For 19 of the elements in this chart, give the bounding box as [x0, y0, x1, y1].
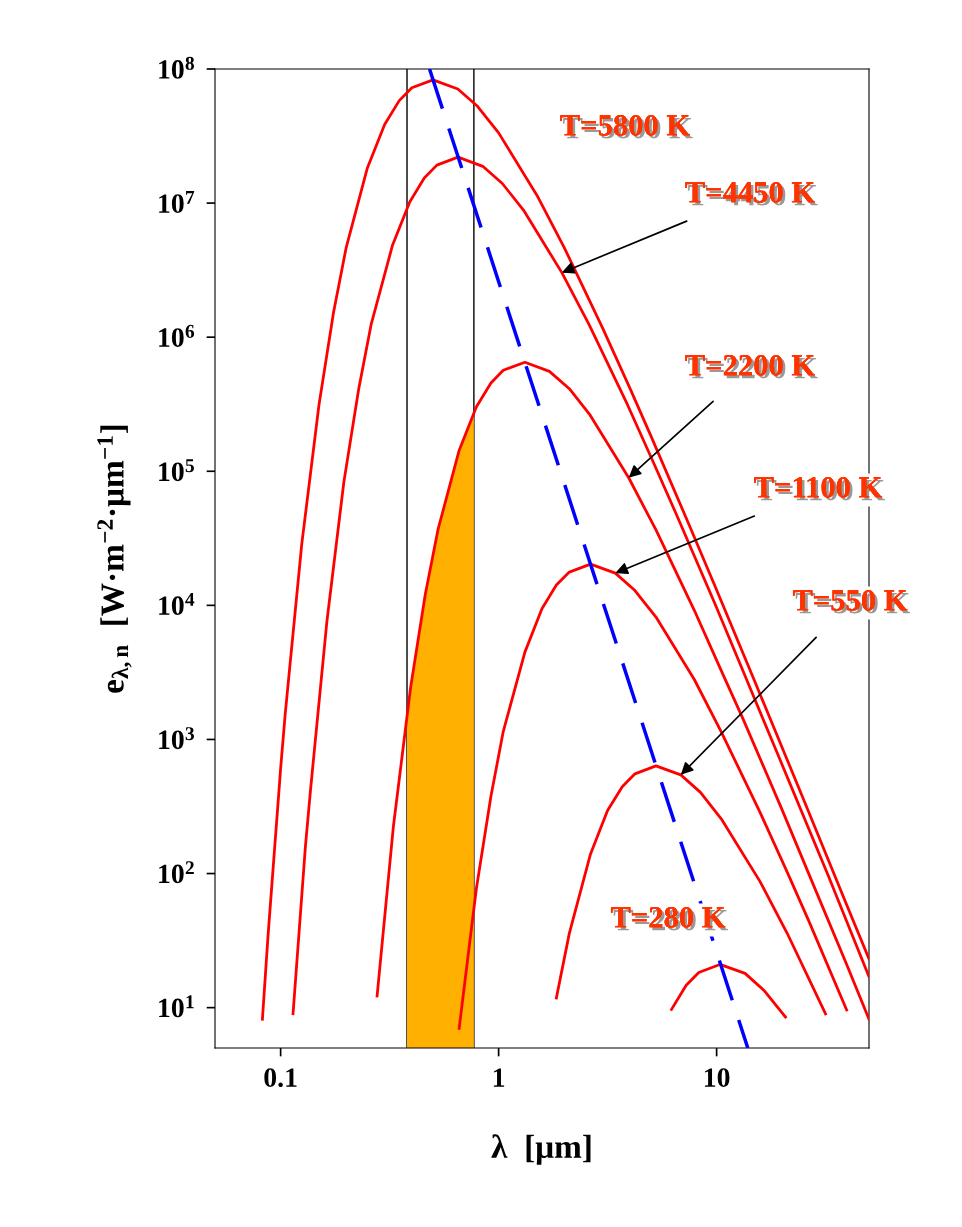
x-tick-label: 1 [493, 1068, 505, 1087]
y-tick-label: 10$^{6}$ [159, 324, 195, 347]
x-tick-label: 10 [704, 1068, 730, 1087]
x-axis-title: λ [μm] [491, 1134, 591, 1165]
annotation: T=2200 K [685, 355, 818, 379]
annotation: T=550 K [792, 590, 911, 614]
annotation: T=1100 K [754, 477, 885, 501]
annotation: T=5800 K [560, 115, 693, 139]
y-axis-title: e$_{λ,n}$ [W·m$^{−2}$·μm$^{−1}$] [97, 425, 132, 693]
y-tick-label: 10$^{4}$ [159, 593, 195, 616]
x-tick-label: 0.1 [264, 1068, 297, 1088]
annotation: T=4450 K [685, 182, 818, 206]
annotation: T=280 K [610, 907, 729, 931]
y-tick-label: 10$^{5}$ [159, 459, 194, 482]
y-tick-label: 10$^{7}$ [159, 191, 195, 213]
y-tick-label: 10$^{2}$ [159, 861, 194, 884]
y-tick-label: 10$^{8}$ [159, 56, 195, 79]
y-tick-label: 10$^{3}$ [159, 727, 194, 750]
y-tick-label: 10$^{1}$ [159, 995, 194, 1018]
